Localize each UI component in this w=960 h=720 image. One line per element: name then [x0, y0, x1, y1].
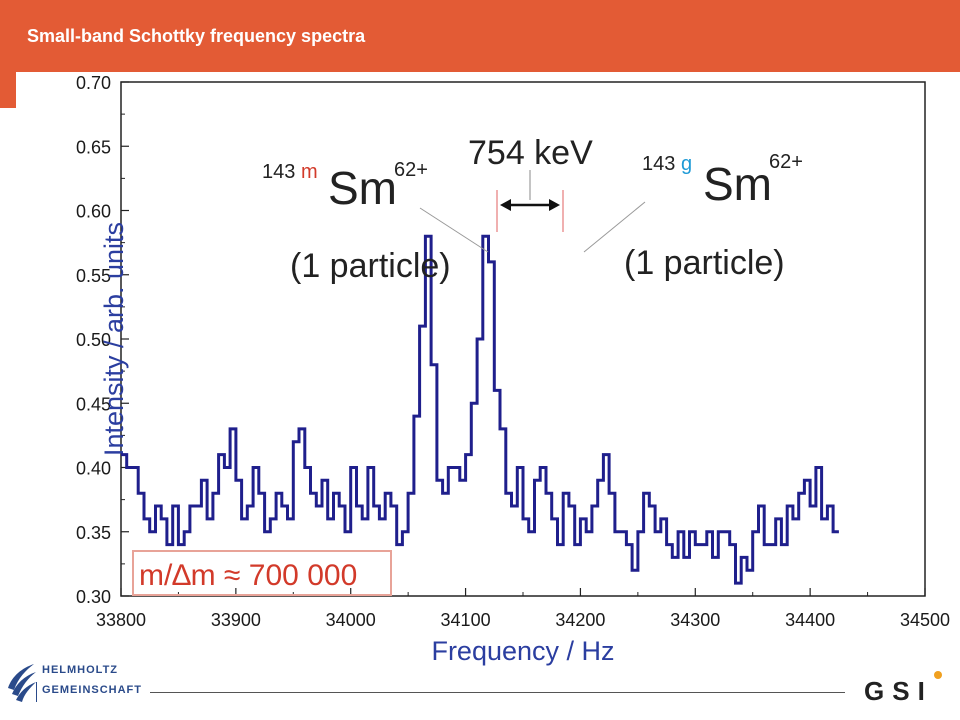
helmholtz-logo: HELMHOLTZ GEMEINSCHAFT	[4, 656, 154, 712]
chart-trace	[121, 234, 839, 585]
energy-arrow-left-head	[500, 199, 511, 211]
y-tick-label: 0.70	[76, 73, 111, 93]
header-tab	[0, 72, 16, 108]
x-tick-label: 33900	[211, 610, 261, 630]
right-isotope-charge: 62+	[769, 151, 803, 173]
helmholtz-divider	[36, 682, 37, 702]
right-isotope-mass: 143	[642, 153, 675, 175]
schottky-spectrum-chart: 0.30 0.35 0.40 0.45 0.50 0.55 0.60 0.65 0.70 3380…	[76, 73, 950, 666]
x-tick-label: 34300	[670, 610, 720, 630]
y-tick-label: 0.30	[76, 587, 111, 607]
x-tick-label: 34200	[555, 610, 605, 630]
y-tick-label: 0.35	[76, 523, 111, 543]
energy-label: 754 keV	[468, 134, 593, 172]
slide-title: Small-band Schottky frequency spectra	[27, 26, 366, 46]
y-tick-label: 0.60	[76, 202, 111, 222]
energy-arrow-right-head	[549, 199, 560, 211]
chart-annotations: 754 keV 143 m Sm 62+ (1 particle) 143 g …	[132, 134, 803, 596]
chart-ticks: 0.30 0.35 0.40 0.45 0.50 0.55 0.60 0.65 0.70 3380…	[76, 73, 950, 666]
header-bar	[0, 0, 960, 72]
left-isotope-symbol: Sm	[328, 162, 397, 214]
left-isotope-count: (1 particle)	[290, 247, 451, 285]
right-isotope-count: (1 particle)	[624, 244, 785, 282]
gsi-logo-text: GSI	[864, 676, 933, 706]
footer-divider	[150, 692, 845, 693]
x-axis-title: Frequency / Hz	[431, 636, 614, 666]
y-tick-label: 0.55	[76, 266, 111, 286]
y-tick-label: 0.65	[76, 137, 111, 157]
y-tick-label: 0.40	[76, 459, 111, 479]
spectrum-line	[121, 234, 839, 585]
resolution-box	[132, 550, 392, 596]
gsi-logo: GSI	[864, 670, 956, 710]
y-tick-label: 0.50	[76, 330, 111, 350]
helmholtz-line1: HELMHOLTZ	[42, 664, 119, 676]
x-tick-label: 34000	[326, 610, 376, 630]
right-isotope-symbol: Sm	[703, 158, 772, 210]
left-isotope-pointer	[419, 207, 489, 253]
y-axis-title: Intensity / arb. units	[99, 222, 129, 456]
x-tick-label: 33800	[96, 610, 146, 630]
x-tick-label: 34500	[900, 610, 950, 630]
left-isotope-charge: 62+	[394, 159, 428, 181]
right-isotope-pointer	[583, 201, 646, 253]
right-isotope-state: g	[681, 153, 692, 175]
gsi-logo-mark: GSI	[864, 671, 942, 706]
helmholtz-line2: GEMEINSCHAFT	[42, 684, 142, 696]
x-tick-label: 34400	[785, 610, 835, 630]
helmholtz-mark-icon	[8, 664, 36, 702]
y-tick-label: 0.45	[76, 394, 111, 414]
left-isotope-mass: 143	[262, 161, 295, 183]
x-tick-label: 34100	[441, 610, 491, 630]
left-isotope-state: m	[301, 161, 318, 183]
resolution-label: m/∆m ≈ 700 000	[139, 559, 357, 592]
